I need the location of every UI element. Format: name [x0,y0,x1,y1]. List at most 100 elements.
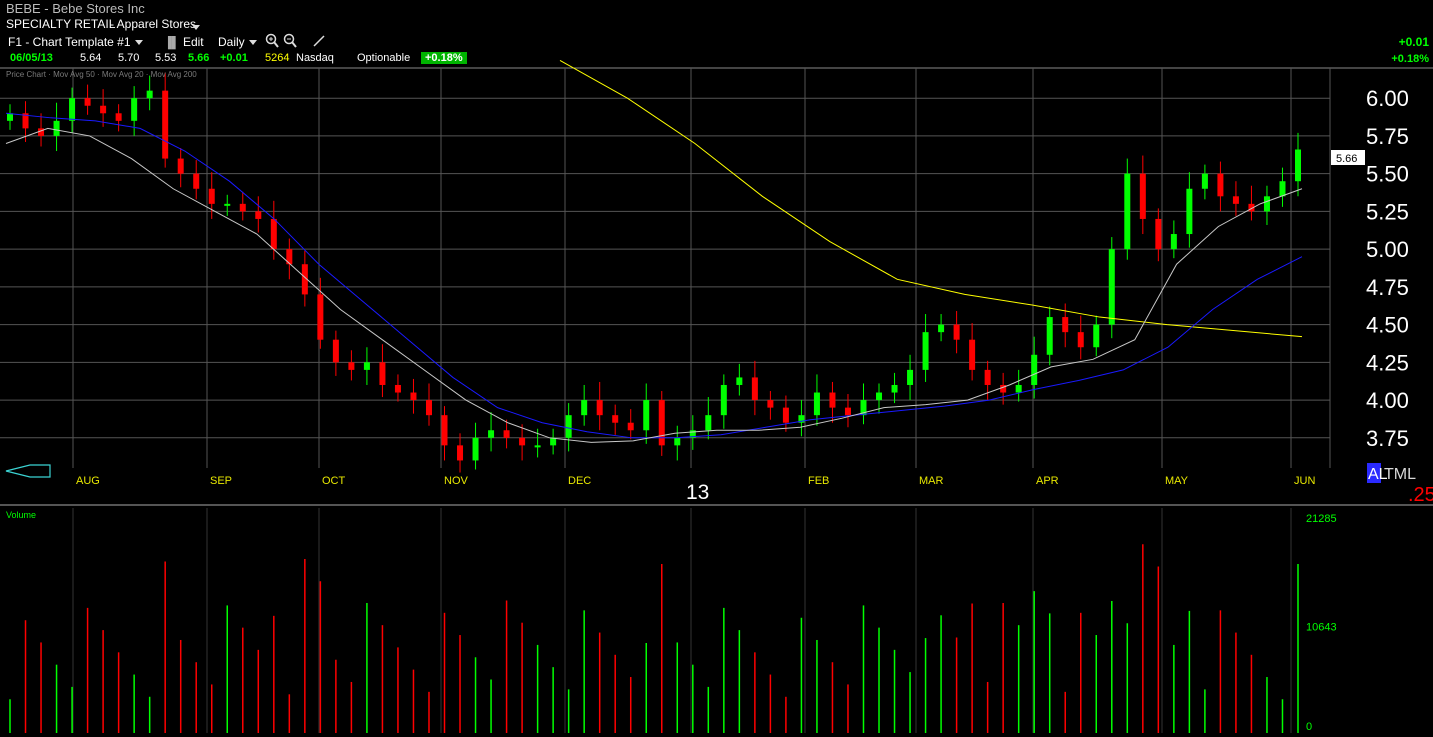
last-price-text: 5.66 [1336,153,1357,165]
candle-body [488,430,495,438]
candle-body [457,445,464,461]
candle-body [224,203,231,206]
scroll-handle-icon[interactable] [5,464,51,478]
year-marker: 13 [686,481,709,504]
candle-body [767,400,774,408]
candle-body [286,249,293,265]
candle-body [301,264,308,295]
x-tick-label: SEP [210,475,232,487]
candle-body [876,392,883,401]
bars-icon: ▐▌ [164,37,180,49]
candle-body [829,392,836,408]
zoom-in-icon[interactable] [265,33,279,52]
candle-body [115,113,122,121]
candle-body [534,445,541,448]
candle-body [69,98,76,121]
candle-body [379,362,386,385]
candle-body [596,400,603,416]
volume-axis-ticks: 21285 10643 0 [1306,513,1337,733]
candle-body [146,90,153,99]
symbol-label-tml[interactable]: TML [1384,466,1416,483]
industry-dropdown-icon[interactable] [188,20,200,34]
candle-body [1186,188,1193,235]
y-tick-label: 4.25 [1366,350,1409,375]
candle-body [348,362,355,370]
candle-body [208,188,215,204]
quote-volume: 5264 [265,52,290,64]
candle-body [1015,384,1022,393]
candle-body [131,98,138,121]
candle-body [1263,196,1270,212]
quote-last: 5.66 [188,52,210,64]
candle-body [1046,317,1053,355]
change-right: +0.01 [1398,35,1429,49]
candle-body [922,332,929,370]
candle-body [519,437,526,446]
x-tick-label: AUG [76,475,100,487]
candle-body [612,415,619,423]
x-tick-label: FEB [808,475,829,487]
candle-body [7,113,13,121]
template-selector[interactable]: F1 - Chart Template #1 [8,35,143,49]
candle-body [22,113,29,129]
x-tick-label: MAY [1165,475,1189,487]
candle-body [813,392,820,416]
candle-body [844,407,851,416]
candle-body [100,105,107,114]
candle-body [658,400,665,446]
title-bar: BEBE - Bebe Stores Inc [0,0,1433,16]
y-tick-label: 4.75 [1366,275,1409,300]
x-tick-label: MAR [919,475,944,487]
sector-label: SPECIALTY RETAIL [6,17,116,31]
pct-change-right: +0.18% [1391,53,1429,65]
symbol-button-al[interactable]: AL [1367,463,1388,483]
volume-bars [9,544,1299,733]
period-selector[interactable]: Daily [218,35,257,49]
volume-tick-label: 21285 [1306,513,1337,525]
last-price-tag: 5.66 [1331,150,1365,165]
candle-body [969,339,976,370]
candle-body [1062,317,1069,333]
quote-open: 5.64 [80,52,102,64]
candle-body [1217,173,1224,197]
candle-body [689,430,696,438]
ma50-line [5,112,1303,439]
ma20-line [5,127,1303,443]
x-tick-label: DEC [568,475,591,487]
x-tick-label: NOV [444,475,469,487]
chart-grid [0,67,1433,733]
candle-body [239,203,246,212]
candle-body [1124,173,1131,250]
candle-body [1108,249,1115,325]
candle-body [1295,149,1301,182]
template-label: F1 - Chart Template #1 [8,35,131,49]
x-tick-label: APR [1036,475,1059,487]
zoom-out-icon[interactable] [283,33,297,52]
candle-body [938,324,945,333]
candle-body [1000,384,1007,393]
candle-body [441,415,448,446]
candle-body [891,384,898,393]
candle-body [1139,173,1146,219]
candle-body [907,369,914,385]
candle-body [860,400,867,416]
candle-body [193,173,200,189]
candle-body [1279,181,1286,197]
x-tick-label: JUN [1294,475,1315,487]
candle-body [84,98,91,106]
draw-line-icon[interactable] [312,33,326,52]
quote-high: 5.70 [118,52,140,64]
price-legend: Price Chart · Mov Avg 50 · Mov Avg 20 · … [6,70,197,79]
candle-body [1031,354,1038,385]
sector-bar[interactable]: SPECIALTY RETAIL - Apparel Stores [0,16,1433,31]
y-tick-label: 4.00 [1366,388,1409,413]
x-axis-ticks: AUG SEP OCT NOV DEC FEB MAR APR MAY JUN [76,475,1315,487]
ma200-line [559,60,1303,338]
candle-body [1093,324,1100,348]
candle-body [736,377,743,385]
quote-bar: 06/05/13 5.64 5.70 5.53 5.66 +0.01 5264 … [0,51,1433,66]
edit-button[interactable]: ▐▌ Edit [164,35,204,49]
candlesticks [7,72,1301,473]
candle-body [53,120,60,136]
